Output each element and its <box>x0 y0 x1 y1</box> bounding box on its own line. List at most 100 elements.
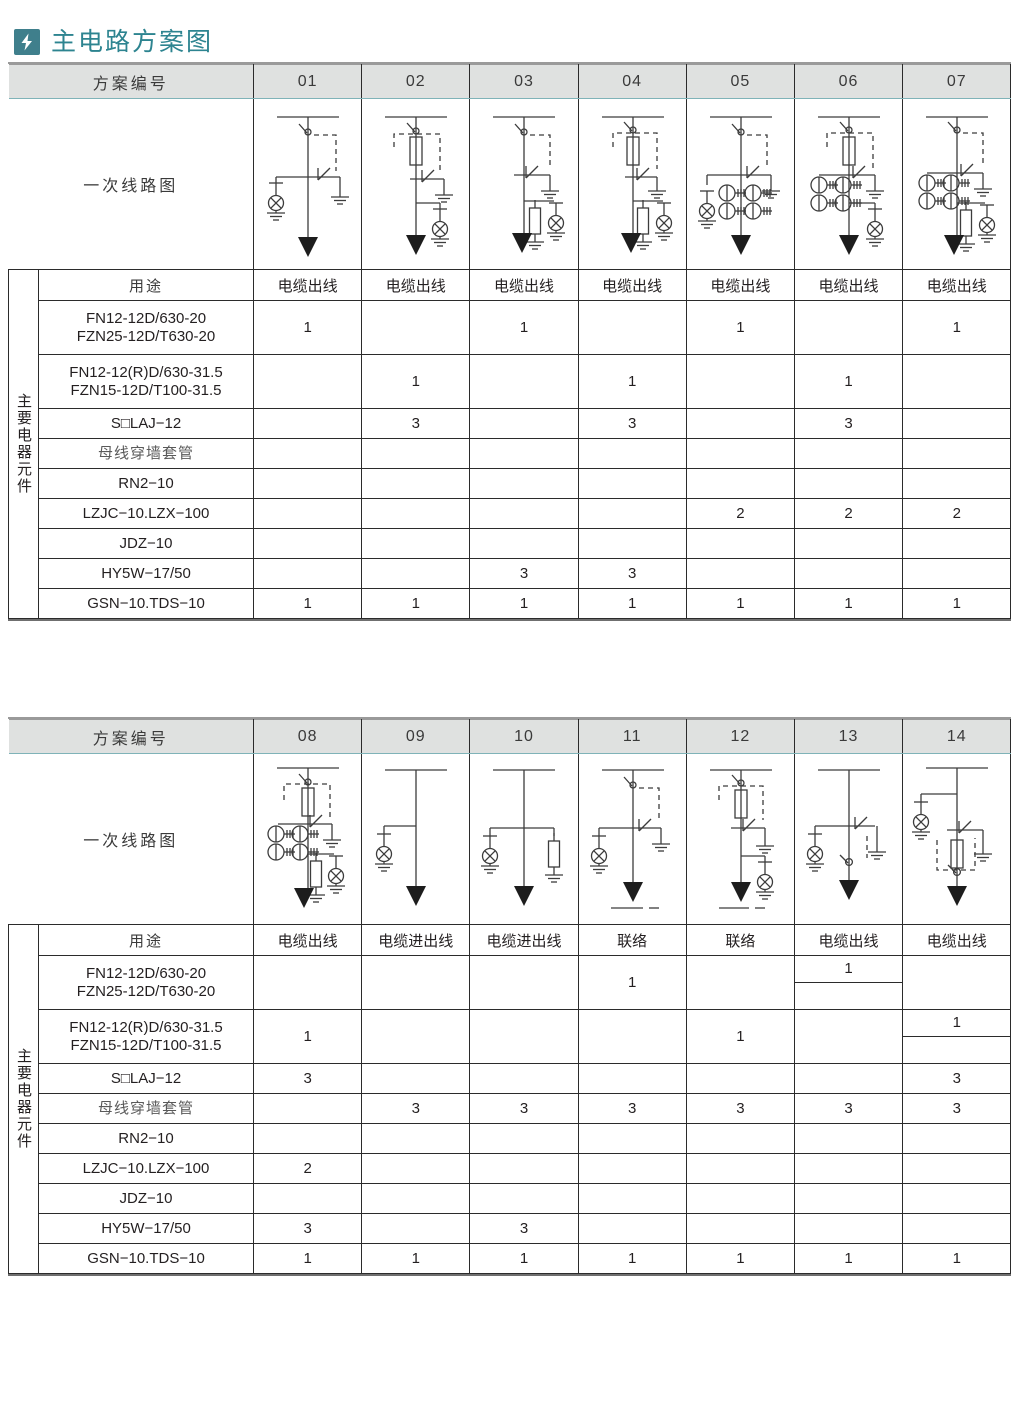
component-name: S□LAJ−12 <box>37 408 255 439</box>
component-qty <box>361 955 471 1010</box>
component-row: HY5W−17/50 3 3 <box>9 1213 1012 1244</box>
component-qty <box>793 1153 904 1184</box>
scheme-number-06: 06 <box>793 64 904 99</box>
usage-12: 联络 <box>685 924 795 956</box>
usage-02: 电缆出线 <box>361 269 471 301</box>
component-qty: 3 <box>577 1093 687 1124</box>
component-name: GSN−10.TDS−10 <box>37 1243 255 1274</box>
circuit-diagram-05 <box>685 98 795 270</box>
component-qty <box>253 408 363 439</box>
component-qty <box>361 300 471 355</box>
component-qty: 1 <box>793 1243 904 1274</box>
component-qty <box>793 558 904 589</box>
component-qty <box>902 1183 1012 1214</box>
component-qty: 1 <box>577 588 687 619</box>
circuit-diagram-08 <box>253 753 363 925</box>
table-top-rule <box>8 717 1011 719</box>
component-qty-split: 1 <box>902 1009 1012 1064</box>
usage-10: 电缆进出线 <box>469 924 579 956</box>
component-qty <box>577 468 687 499</box>
component-qty <box>361 1063 471 1094</box>
component-name: RN2−10 <box>37 468 255 499</box>
usage-13: 电缆出线 <box>793 924 904 956</box>
component-qty <box>685 528 795 559</box>
lightning-bolt-icon <box>14 29 40 55</box>
tables-root: 方案编号 01 02 03 04 05 06 07 一次线路图 主要电器元件 用途 电缆出线 电缆出线电… <box>0 62 1019 1276</box>
component-qty: 1 <box>685 588 795 619</box>
component-qty: 1 <box>685 1009 795 1064</box>
scheme-number-05: 05 <box>685 64 795 99</box>
scheme-number-04: 04 <box>577 64 687 99</box>
usage-row: 主要电器元件 用途 电缆出线 电缆出线 电缆出线 电缆出线 电缆出线 电缆出线 电缆出线 <box>8 269 1012 619</box>
component-name: FN12-12(R)D/630-31.5 FZN15-12D/T100-31.5 <box>37 354 255 409</box>
component-qty <box>361 1183 471 1214</box>
table-schemes-08-14: 方案编号 08 09 10 11 12 13 14 一次线路图 主要电器元件 用途 电缆出线 电缆进出线… <box>8 719 1012 1274</box>
circuit-diagram-06 <box>793 98 904 270</box>
component-qty: 1 <box>253 1009 363 1064</box>
circuit-diagram-12 <box>685 753 795 925</box>
component-qty <box>685 1123 795 1154</box>
circuit-diagram-04 <box>577 98 687 270</box>
main-components-vertical-label: 主要电器元件 <box>8 924 39 1274</box>
component-qty <box>902 468 1012 499</box>
scheme-number-14: 14 <box>902 719 1012 754</box>
scheme-number-10: 10 <box>469 719 579 754</box>
component-qty <box>902 528 1012 559</box>
usage-11: 联络 <box>577 924 687 956</box>
component-qty: 1 <box>577 354 687 409</box>
component-qty <box>469 1009 579 1064</box>
component-qty <box>902 558 1012 589</box>
component-qty <box>361 468 471 499</box>
component-qty <box>577 300 687 355</box>
component-name: HY5W−17/50 <box>37 558 255 589</box>
component-qty <box>902 408 1012 439</box>
component-qty: 3 <box>902 1093 1012 1124</box>
component-qty <box>253 558 363 589</box>
component-qty <box>793 1063 904 1094</box>
component-qty: 1 <box>253 300 363 355</box>
circuit-diagram-02 <box>361 98 471 270</box>
primary-circuit-diagram-label: 一次线路图 <box>8 98 255 270</box>
component-row: RN2−10 <box>9 468 1012 499</box>
component-qty <box>577 1183 687 1214</box>
component-qty <box>469 955 579 1010</box>
component-row: HY5W−17/50 3 3 <box>9 558 1012 589</box>
component-qty <box>577 1063 687 1094</box>
component-qty <box>577 1153 687 1184</box>
component-qty <box>253 468 363 499</box>
header-scheme-number-label: 方案编号 <box>8 719 255 754</box>
component-name: LZJC−10.LZX−100 <box>37 1153 255 1184</box>
table-bottom-rule <box>8 1274 1011 1276</box>
component-qty <box>685 1153 795 1184</box>
table-header-row: 方案编号 08 09 10 11 12 13 14 <box>8 719 1012 754</box>
scheme-number-12: 12 <box>685 719 795 754</box>
component-qty: 1 <box>253 588 363 619</box>
component-qty <box>361 528 471 559</box>
component-qty <box>685 1183 795 1214</box>
component-qty <box>361 558 471 589</box>
component-row: 母线穿墙套管 <box>9 438 1012 469</box>
component-qty <box>793 1123 904 1154</box>
component-qty <box>253 438 363 469</box>
component-qty: 3 <box>469 1213 579 1244</box>
component-qty <box>469 468 579 499</box>
component-qty: 3 <box>577 408 687 439</box>
component-name: RN2−10 <box>37 1123 255 1154</box>
scheme-number-08: 08 <box>253 719 363 754</box>
usage-09: 电缆进出线 <box>361 924 471 956</box>
component-name: GSN−10.TDS−10 <box>37 588 255 619</box>
table-bottom-rule <box>8 619 1011 621</box>
component-qty <box>577 1213 687 1244</box>
component-qty <box>577 438 687 469</box>
usage-row: 主要电器元件 用途 电缆出线 电缆进出线 电缆进出线 联络 联络 电缆出线 电缆出线 <box>8 924 1012 1274</box>
component-qty <box>902 354 1012 409</box>
scheme-number-03: 03 <box>469 64 579 99</box>
scheme-number-11: 11 <box>577 719 687 754</box>
component-qty: 1 <box>469 1243 579 1274</box>
component-row: S□LAJ−12 3 3 3 <box>9 408 1012 439</box>
component-qty <box>253 955 363 1010</box>
diagram-row: 一次线路图 <box>8 98 1012 270</box>
scheme-number-07: 07 <box>902 64 1012 99</box>
component-qty-split: 1 <box>793 955 904 1010</box>
component-qty: 2 <box>793 498 904 529</box>
